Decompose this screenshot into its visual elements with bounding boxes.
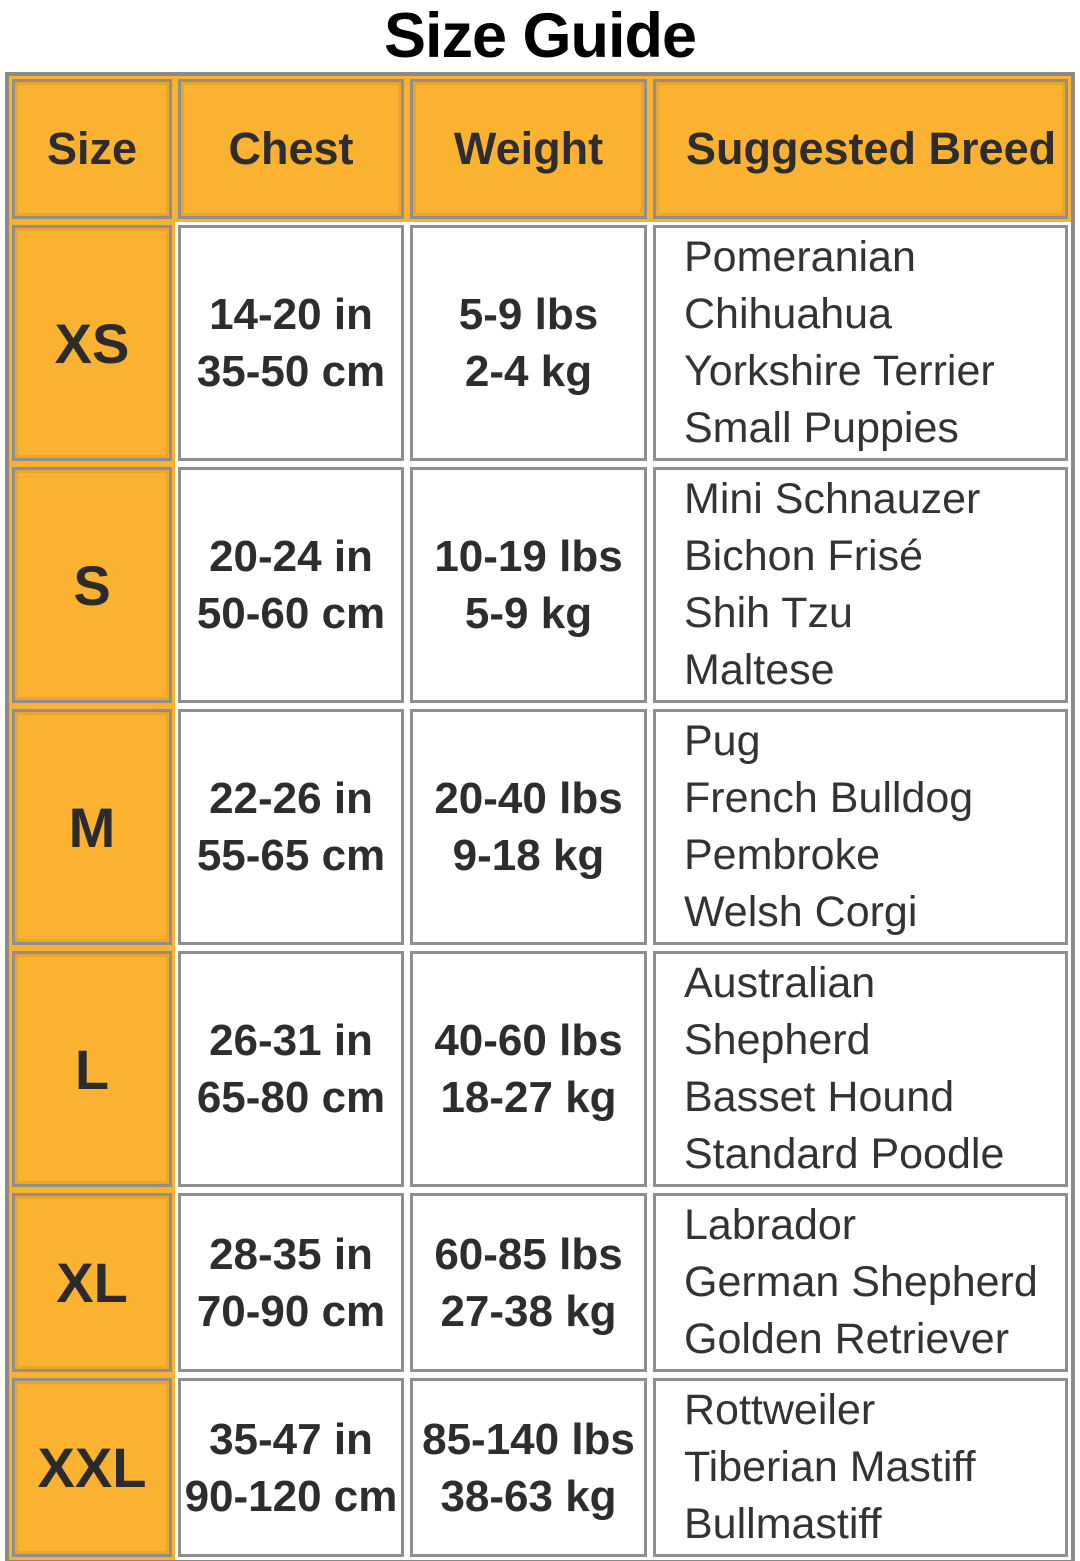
- row-xs-breeds-cell: Pomeranian Chihuahua Yorkshire Terrier S…: [650, 222, 1071, 464]
- breed-line: Pomeranian: [684, 233, 916, 281]
- breed-line: Mini Schnauzer: [684, 475, 981, 523]
- chest-line: 65-80 cm: [196, 1073, 386, 1122]
- header-cell-chest: Chest: [175, 76, 407, 222]
- chest-line: 26-31 in: [209, 1016, 373, 1065]
- weight-line: 10-19 lbs: [434, 532, 623, 581]
- chest-line: 55-65 cm: [196, 831, 386, 880]
- weight-line: 38-63 kg: [440, 1471, 617, 1521]
- header-cell-weight: Weight: [407, 76, 650, 222]
- row-l-breeds-cell: Australian Shepherd Basset Hound Standar…: [650, 948, 1071, 1190]
- breed-line: Labrador: [684, 1201, 857, 1249]
- size-guide-grid: Size Chest Weight Suggested Breed XS 14-…: [9, 76, 1071, 1560]
- row-m-breeds-cell: Pug French Bulldog Pembroke Welsh Corgi: [650, 706, 1071, 948]
- weight-line: 20-40 lbs: [434, 774, 623, 823]
- breed-line: Shepherd: [684, 1016, 871, 1064]
- row-xs-size-label: XS: [9, 222, 175, 464]
- row-s-chest-cell: 20-24 in 50-60 cm: [175, 464, 407, 706]
- breed-line: Bullmastiff: [684, 1500, 882, 1548]
- breed-line: Small Puppies: [684, 404, 959, 452]
- weight-line: 60-85 lbs: [434, 1229, 623, 1279]
- header-cell-size: Size: [9, 76, 175, 222]
- breed-line: Bichon Frisé: [684, 532, 923, 580]
- weight-line: 40-60 lbs: [434, 1016, 623, 1065]
- header-cell-suggested-breed: Suggested Breed: [650, 76, 1071, 222]
- chest-line: 50-60 cm: [196, 589, 386, 638]
- size-guide-table: Size Chest Weight Suggested Breed XS 14-…: [5, 72, 1075, 1561]
- row-xs-chest-cell: 14-20 in 35-50 cm: [175, 222, 407, 464]
- row-xl-breeds-cell: Labrador German Shepherd Golden Retrieve…: [650, 1190, 1071, 1375]
- breed-line: Pug: [684, 717, 761, 765]
- row-xxl-chest-cell: 35-47 in 90-120 cm: [175, 1375, 407, 1560]
- row-xl-chest-cell: 28-35 in 70-90 cm: [175, 1190, 407, 1375]
- breed-line: Australian: [684, 959, 876, 1007]
- breed-line: Tiberian Mastiff: [684, 1443, 976, 1491]
- row-l-chest-cell: 26-31 in 65-80 cm: [175, 948, 407, 1190]
- chest-line: 70-90 cm: [196, 1286, 386, 1336]
- breed-line: Golden Retriever: [684, 1315, 1010, 1363]
- chest-line: 28-35 in: [209, 1229, 373, 1279]
- weight-line: 27-38 kg: [440, 1286, 617, 1336]
- weight-line: 5-9 lbs: [458, 290, 599, 339]
- weight-line: 5-9 kg: [464, 589, 593, 638]
- chest-line: 35-47 in: [209, 1414, 373, 1464]
- breed-line: German Shepherd: [684, 1258, 1038, 1306]
- row-s-weight-cell: 10-19 lbs 5-9 kg: [407, 464, 650, 706]
- row-l-size-label: L: [9, 948, 175, 1190]
- breed-line: Shih Tzu: [684, 589, 853, 637]
- row-s-breeds-cell: Mini Schnauzer Bichon Frisé Shih Tzu Mal…: [650, 464, 1071, 706]
- row-xxl-breeds-cell: Rottweiler Tiberian Mastiff Bullmastiff: [650, 1375, 1071, 1560]
- breed-line: Rottweiler: [684, 1386, 876, 1434]
- row-xs-weight-cell: 5-9 lbs 2-4 kg: [407, 222, 650, 464]
- chest-line: 22-26 in: [209, 774, 373, 823]
- chest-line: 20-24 in: [209, 532, 373, 581]
- breed-line: Yorkshire Terrier: [684, 347, 995, 395]
- row-m-size-label: M: [9, 706, 175, 948]
- row-xl-weight-cell: 60-85 lbs 27-38 kg: [407, 1190, 650, 1375]
- breed-line: Basset Hound: [684, 1073, 955, 1121]
- weight-line: 2-4 kg: [464, 347, 593, 396]
- page-title: Size Guide: [383, 1, 697, 71]
- weight-line: 85-140 lbs: [422, 1414, 635, 1464]
- breed-line: Maltese: [684, 646, 835, 694]
- row-l-weight-cell: 40-60 lbs 18-27 kg: [407, 948, 650, 1190]
- chest-line: 14-20 in: [209, 290, 373, 339]
- row-m-chest-cell: 22-26 in 55-65 cm: [175, 706, 407, 948]
- breed-line: Welsh Corgi: [684, 888, 918, 936]
- row-xxl-size-label: XXL: [9, 1375, 175, 1560]
- row-xl-size-label: XL: [9, 1190, 175, 1375]
- chest-line: 90-120 cm: [184, 1471, 398, 1521]
- breed-line: Pembroke: [684, 831, 880, 879]
- breed-line: Chihuahua: [684, 290, 893, 338]
- weight-line: 18-27 kg: [440, 1073, 617, 1122]
- chest-line: 35-50 cm: [196, 347, 386, 396]
- weight-line: 9-18 kg: [452, 831, 605, 880]
- row-s-size-label: S: [9, 464, 175, 706]
- breed-line: French Bulldog: [684, 774, 974, 822]
- breed-line: Standard Poodle: [684, 1130, 1005, 1178]
- row-m-weight-cell: 20-40 lbs 9-18 kg: [407, 706, 650, 948]
- row-xxl-weight-cell: 85-140 lbs 38-63 kg: [407, 1375, 650, 1560]
